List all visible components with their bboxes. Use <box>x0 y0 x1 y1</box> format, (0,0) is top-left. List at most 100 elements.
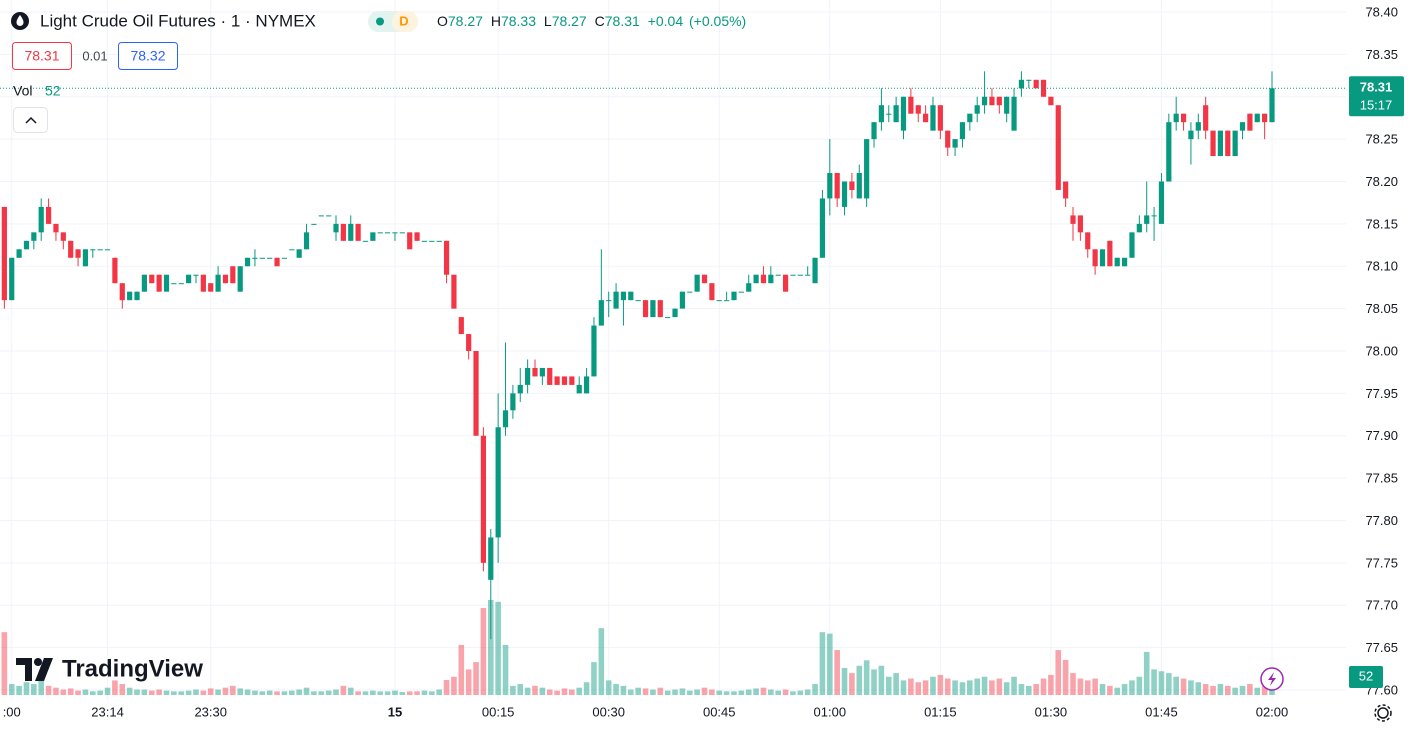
candle-body <box>1040 79 1047 97</box>
candle-body <box>576 384 582 394</box>
volume-bar <box>1202 684 1209 695</box>
volume-bar <box>1025 685 1032 695</box>
volume-bar <box>1180 678 1187 695</box>
candle-body <box>104 249 111 251</box>
candle-body <box>38 206 44 233</box>
candle-body <box>340 223 346 241</box>
candle-body <box>237 266 243 292</box>
candle-body <box>16 249 22 258</box>
logo-mark <box>34 658 42 666</box>
candle-body <box>127 291 133 301</box>
candle-body <box>451 274 457 309</box>
volume-bar <box>296 689 302 695</box>
change-percent: (+0.05%) <box>689 13 746 29</box>
candle-body <box>1004 96 1010 114</box>
volume-bar <box>989 680 995 695</box>
volume-bar <box>1040 678 1047 695</box>
candle-body <box>75 249 81 258</box>
candle-body <box>1107 240 1113 267</box>
volume-bar <box>1247 684 1253 695</box>
candle-body <box>1026 79 1032 81</box>
volume-bar <box>1055 650 1062 695</box>
volume-bar <box>288 690 295 695</box>
candle-body <box>333 223 339 233</box>
volume-bar <box>333 689 339 695</box>
candle-body <box>303 232 310 250</box>
candle-body <box>186 274 192 284</box>
candle-body <box>281 257 288 259</box>
x-tick-label: 23:14 <box>91 704 124 719</box>
candle-body <box>1239 122 1246 131</box>
volume-bar <box>1232 687 1238 695</box>
volume-bar <box>171 691 177 695</box>
volume-bar <box>804 689 811 695</box>
y-tick-label: 77.75 <box>1365 555 1398 570</box>
collapse-button[interactable] <box>13 107 48 133</box>
candle-body <box>1077 215 1083 233</box>
settings-icon[interactable] <box>1377 707 1389 719</box>
y-tick-label: 78.00 <box>1365 343 1398 358</box>
candle-body <box>989 96 995 106</box>
candle-body <box>90 249 96 251</box>
volume-bar <box>1224 685 1231 695</box>
volume-bar <box>178 691 185 695</box>
volume-bar <box>1018 684 1025 695</box>
x-tick-label: :00 <box>3 704 21 719</box>
candle-body <box>1232 130 1238 157</box>
candle-body <box>598 300 604 326</box>
volume-bar <box>709 689 715 695</box>
candle-body <box>1144 215 1150 224</box>
candle-body <box>1063 181 1069 199</box>
volume-bar <box>871 669 877 695</box>
volume-bar <box>885 676 892 695</box>
candle-body <box>311 223 317 225</box>
candle-body <box>82 249 89 267</box>
ohlc-value: 78.27 <box>552 13 587 29</box>
volume-bar <box>1033 684 1039 695</box>
volume-bar <box>930 676 936 695</box>
volume-bar <box>517 684 524 695</box>
volume-bar <box>193 689 199 695</box>
candle-body <box>458 317 464 335</box>
market-status-dot <box>376 17 384 26</box>
y-tick-label: 77.85 <box>1365 471 1398 486</box>
candle-body <box>532 367 538 377</box>
y-tick-label: 78.05 <box>1365 301 1398 316</box>
candle-body <box>886 113 892 115</box>
x-tick-label: 00:45 <box>703 704 736 719</box>
volume-bar <box>60 689 67 695</box>
volume-bar <box>561 688 568 695</box>
candle-body <box>923 113 929 123</box>
candle-body <box>775 274 781 276</box>
volume-bar <box>97 690 103 695</box>
change: +0.04 <box>648 13 684 29</box>
volume-bar <box>598 628 605 695</box>
volume-bar <box>399 692 406 695</box>
candle-body <box>31 232 37 241</box>
candle-body <box>930 105 936 131</box>
candle-body <box>1070 215 1076 224</box>
y-tick-label: 78.10 <box>1365 259 1398 274</box>
volume-bar <box>952 680 958 695</box>
buy-button[interactable] <box>118 42 178 70</box>
volume-bar <box>1143 651 1150 695</box>
candle-body <box>672 308 678 318</box>
candle-body <box>768 274 774 284</box>
interval-badge: D <box>399 13 408 28</box>
candle-body <box>1173 113 1179 123</box>
candle-body <box>421 240 428 242</box>
candle-body <box>1011 96 1017 131</box>
candle-body <box>959 122 966 140</box>
volume-bar <box>510 685 516 695</box>
candle-body <box>97 249 103 251</box>
volume-bar <box>1129 680 1135 695</box>
candle-body <box>53 223 59 233</box>
sell-button[interactable] <box>12 42 72 70</box>
candle-body <box>149 274 155 284</box>
candle-body <box>141 274 147 292</box>
volume-bar <box>827 633 833 695</box>
candle-body <box>760 274 767 284</box>
volume-bar <box>900 680 907 695</box>
candle-body <box>60 232 66 241</box>
candle-body <box>480 435 487 563</box>
